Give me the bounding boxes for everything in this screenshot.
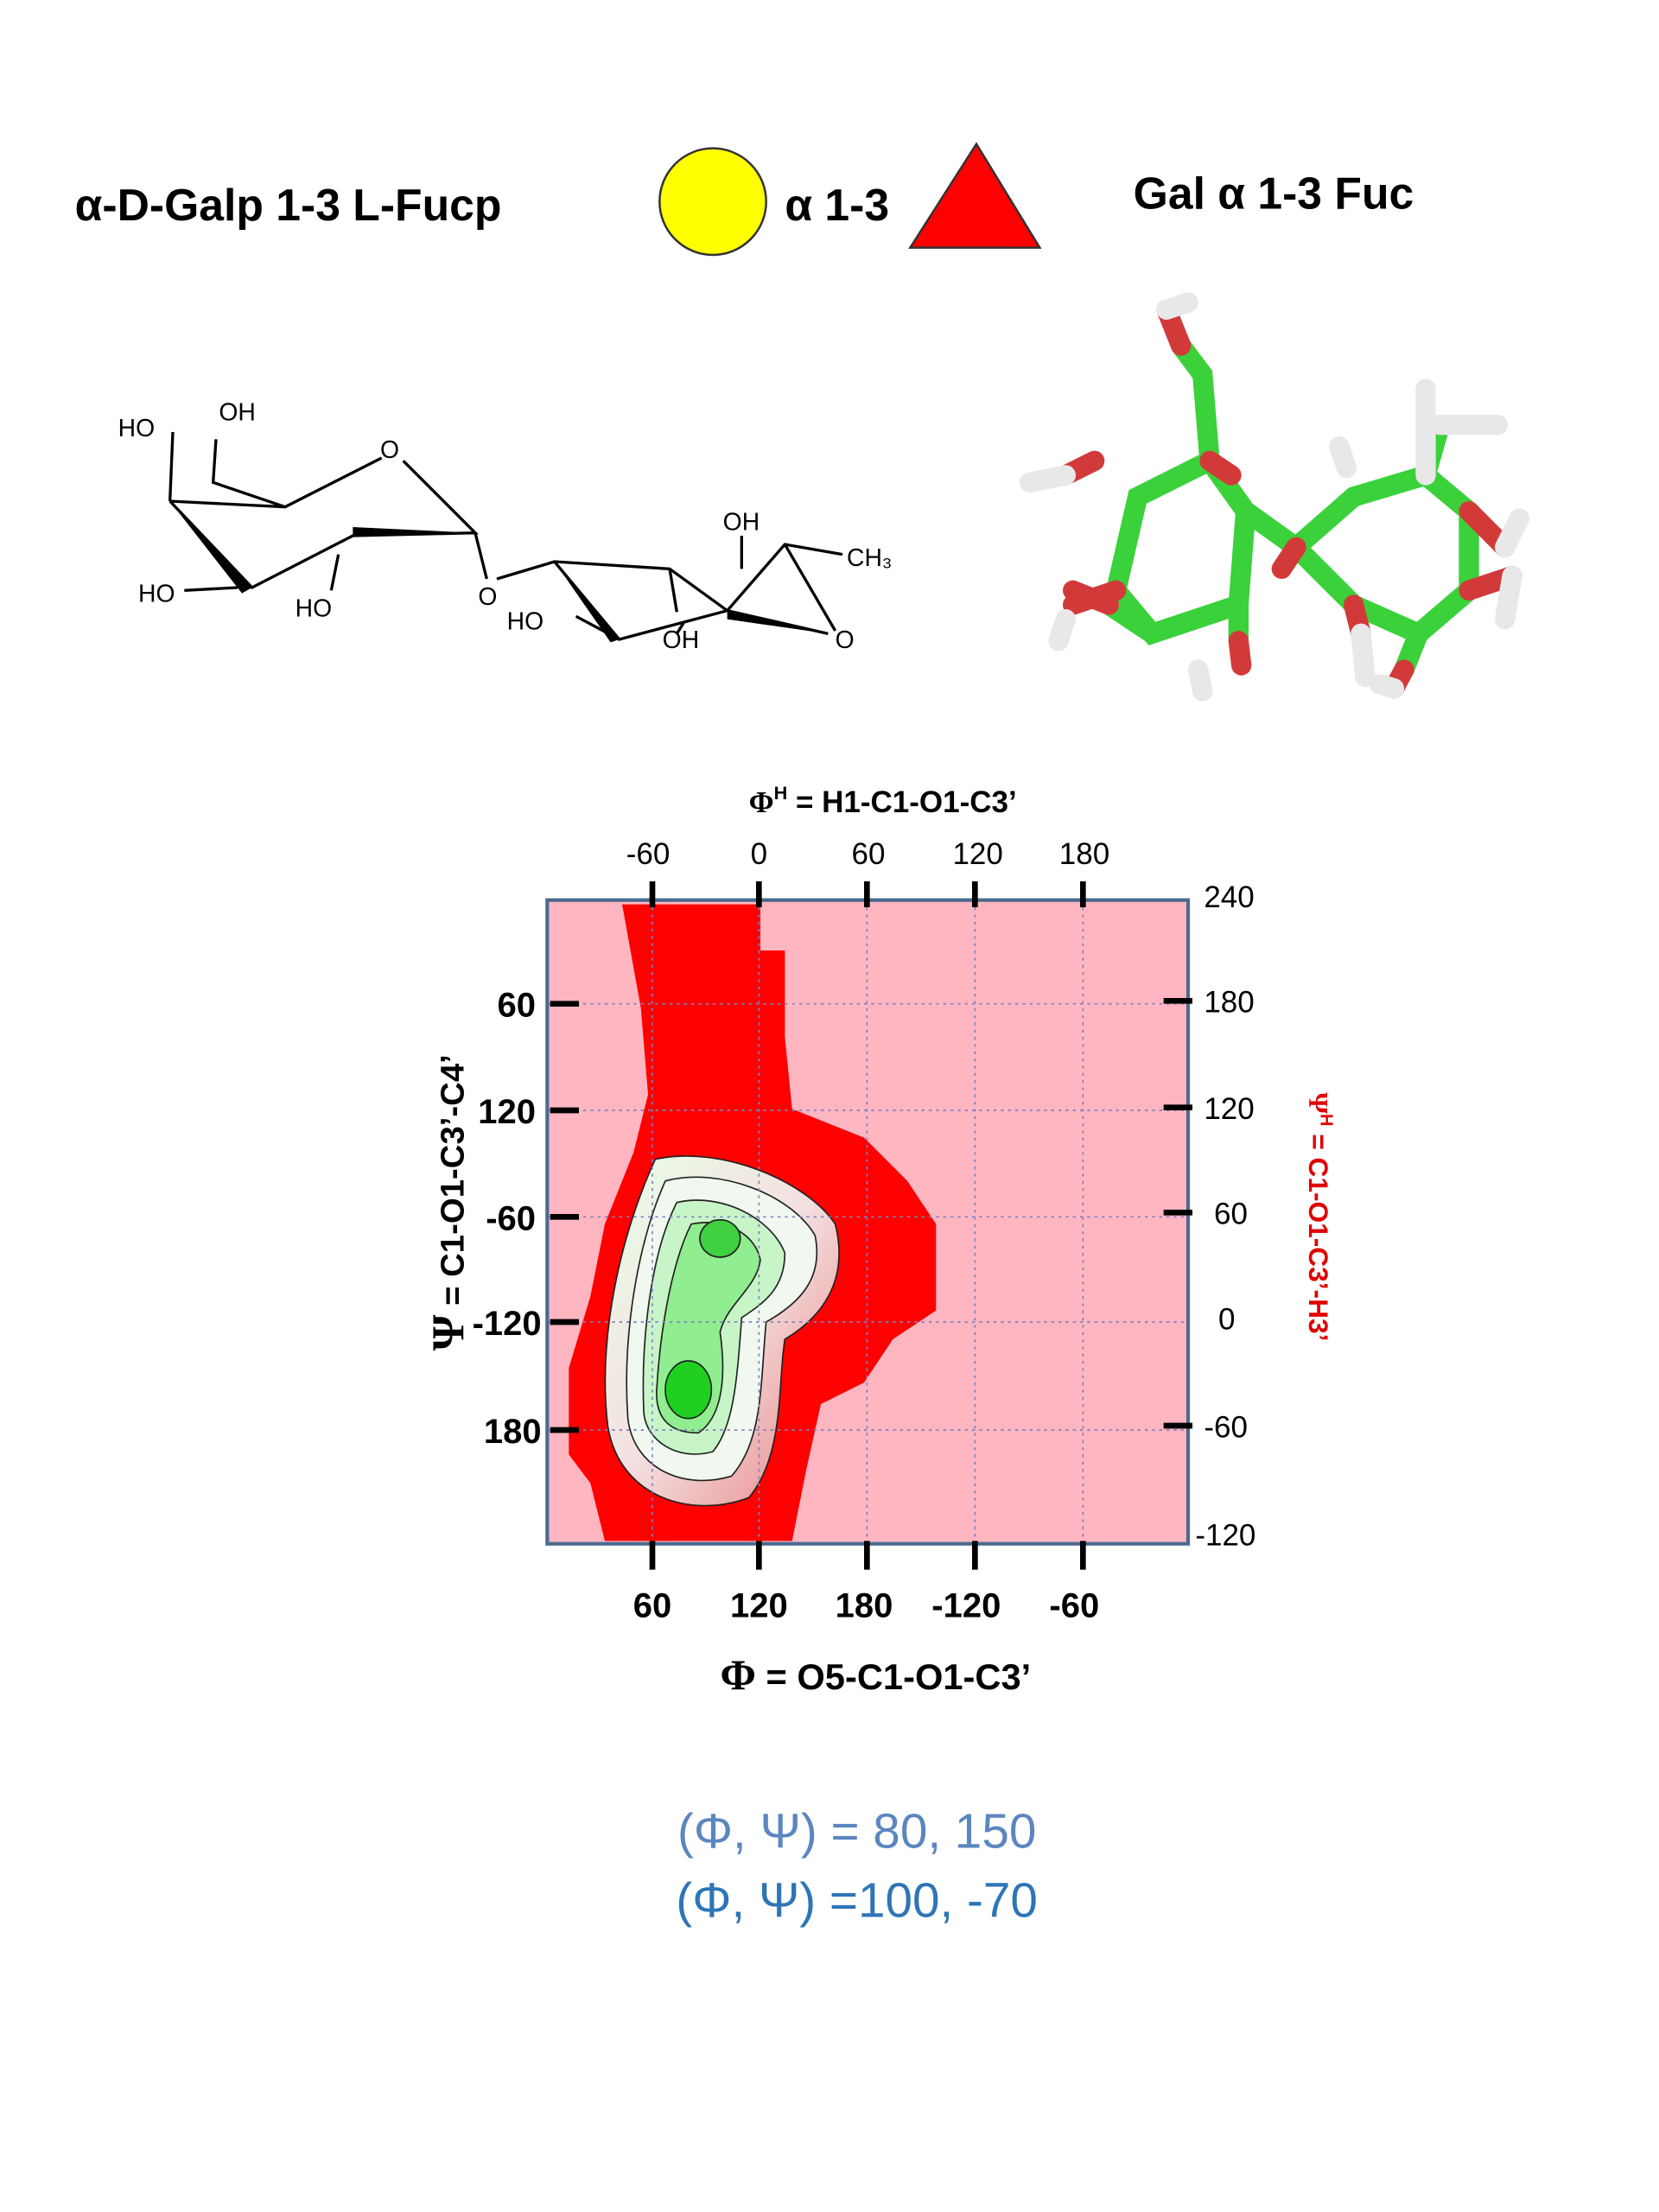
minimum [699, 1218, 741, 1258]
atom-label: OH [663, 626, 700, 654]
bottom-tick-label: 60 [633, 1587, 672, 1625]
atom-label: O [478, 583, 497, 611]
result: (Φ, Ψ) = 80, 150 [677, 1804, 1036, 1859]
right-tick-label: 240 [1204, 880, 1254, 914]
minimum [664, 1360, 713, 1420]
result: (Φ, Ψ) =100, -70 [676, 1873, 1037, 1928]
top-tick-label: 0 [751, 837, 767, 871]
label-part: H [774, 782, 788, 804]
right-tick-label: -60 [1204, 1410, 1248, 1444]
atom-label: O [836, 626, 855, 654]
atom-label: OH [219, 399, 256, 427]
right-tick-label: -120 [1195, 1518, 1255, 1552]
ticks [550, 881, 1192, 1570]
label-part: = C1-O1-C3’-C4’ [435, 1054, 472, 1314]
chemical-structure: HO OH O HO HO O OH CH₃ HO OH O [118, 399, 893, 654]
systematic-name: α-D-Galp 1-3 L-Fucp [75, 180, 502, 230]
bottom-tick-label: -60 [1049, 1587, 1099, 1625]
top-tick-label: 120 [952, 837, 1002, 871]
left-tick-label: 180 [484, 1413, 542, 1451]
label-part: Φ [720, 1650, 755, 1699]
left-tick-label: 60 [498, 987, 537, 1025]
atom-label: HO [296, 594, 333, 622]
top-tick-label: -60 [626, 837, 671, 871]
label-part: = O5-C1-O1-C3’ [756, 1656, 1031, 1697]
left-tick-label: -60 [486, 1199, 536, 1237]
label-part: = H1-C1-O1-C3’ [787, 785, 1017, 819]
atom-label: OH [723, 508, 760, 536]
atom-label: CH₃ [847, 544, 892, 572]
wedge [554, 562, 620, 643]
stick-model [1020, 292, 1530, 702]
atom-label: HO [507, 607, 544, 635]
atom-label: HO [118, 415, 156, 442]
grid [547, 899, 1188, 1544]
left-tick-label: -120 [473, 1305, 542, 1343]
label-part: = C1-O1-C3’-H3’ [1303, 1126, 1334, 1341]
top-tick-label: 180 [1059, 837, 1109, 871]
right-tick-label: 60 [1214, 1198, 1248, 1231]
wedge [169, 501, 252, 594]
short-name: Gal α 1-3 Fuc [1134, 168, 1414, 219]
label-part: H [1316, 1114, 1335, 1126]
ramachandran-plot: -60 0 60 120 180 60 120 180 -120 -60 60 … [423, 782, 1336, 1699]
right-tick-label: 120 [1204, 1092, 1254, 1126]
linkage: α 1-3 [785, 180, 889, 230]
bottom-tick-label: -120 [931, 1587, 1001, 1625]
top-tick-label: 60 [852, 837, 886, 871]
right-tick-label: 0 [1218, 1302, 1235, 1336]
left-axis-label: Ψ = C1-O1-C3’-C4’ [423, 1054, 474, 1351]
galactose-symbol [658, 147, 767, 257]
bottom-axis-label: Φ = O5-C1-O1-C3’ [720, 1650, 1031, 1699]
bottom-tick-label: 120 [730, 1587, 788, 1625]
left-tick-label: 120 [478, 1093, 536, 1131]
atom-label: O [380, 436, 399, 464]
label-part: Ψ [1303, 1092, 1333, 1114]
label-part: Φ [749, 785, 774, 819]
fucose-symbol [908, 142, 1042, 249]
right-axis-label: ΨH = C1-O1-C3’-H3’ [1303, 1092, 1335, 1341]
bottom-tick-label: 180 [836, 1587, 893, 1625]
label-part: Ψ [423, 1314, 474, 1351]
right-tick-label: 180 [1204, 986, 1254, 1020]
atom-label: HO [138, 581, 175, 608]
wedge [353, 527, 475, 536]
top-axis-label: ΦH = H1-C1-O1-C3’ [749, 782, 1017, 819]
